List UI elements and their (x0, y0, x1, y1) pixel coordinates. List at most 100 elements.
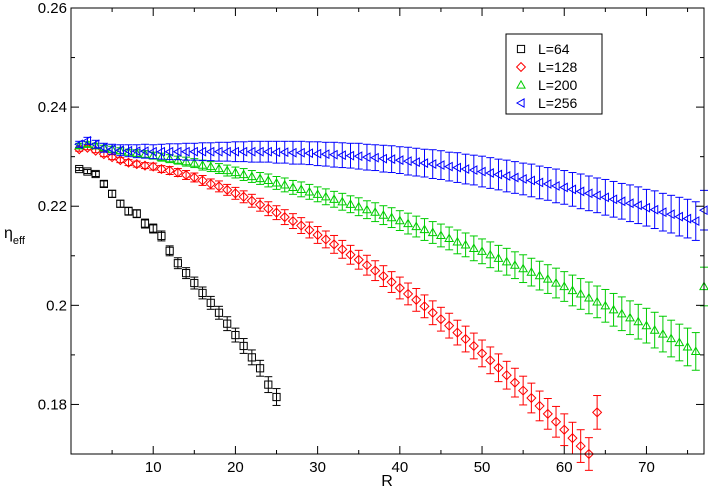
data-point (238, 146, 248, 157)
data-point (213, 146, 223, 157)
legend-label: L=200 (538, 77, 578, 93)
data-point (345, 199, 356, 208)
data-point (476, 166, 486, 177)
data-point (272, 392, 281, 402)
data-point (320, 191, 331, 201)
data-point (180, 146, 190, 157)
data-point (682, 213, 692, 224)
data-point (394, 282, 405, 294)
data-point (213, 181, 225, 192)
data-point (583, 188, 593, 199)
data-point (674, 337, 685, 347)
data-point (246, 146, 256, 157)
data-point (501, 256, 512, 266)
data-point (608, 304, 619, 314)
data-point (542, 273, 553, 283)
data-point (567, 433, 578, 444)
x-tick-label: 60 (556, 459, 573, 476)
data-point (83, 167, 92, 176)
data-point (279, 147, 289, 158)
data-point (575, 440, 586, 452)
y-axis-label: ηeff (4, 225, 26, 247)
data-point (98, 149, 109, 160)
data-point (222, 184, 233, 195)
data-point (460, 164, 470, 175)
data-point (337, 244, 348, 255)
data-point (649, 204, 659, 215)
data-point (254, 146, 264, 157)
data-point (214, 308, 224, 317)
data-point (476, 348, 488, 359)
data-point (468, 340, 479, 352)
data-point (666, 209, 675, 220)
data-point (328, 239, 340, 250)
data-point (394, 215, 405, 225)
data-point (534, 270, 545, 280)
data-point (608, 194, 618, 205)
data-point (411, 294, 422, 305)
data-point (559, 281, 570, 291)
data-point (518, 385, 529, 396)
x-axis-label: R (381, 473, 393, 490)
data-point (190, 278, 199, 288)
data-point (353, 201, 364, 211)
data-point (115, 145, 124, 156)
data-point (402, 288, 414, 300)
data-point (197, 159, 208, 169)
data-point (641, 320, 652, 330)
data-point (287, 147, 297, 158)
data-point (75, 164, 84, 174)
data-point (222, 146, 231, 157)
data-point (263, 146, 272, 157)
data-point (427, 159, 437, 170)
data-point (378, 210, 389, 219)
data-point (337, 196, 348, 206)
y-tick-label: 0.26 (38, 0, 67, 17)
data-point (526, 267, 537, 276)
data-point (378, 270, 389, 282)
legend-label: L=256 (538, 95, 578, 111)
data-point (99, 179, 108, 189)
data-point (139, 146, 149, 157)
data-point (370, 265, 381, 276)
data-point (493, 169, 503, 180)
axes: 10 20 30 40 50 60 70 0.18 0.2 0.22 0.24 0.26 (38, 0, 704, 476)
data-point (625, 312, 635, 322)
data-point (296, 220, 307, 231)
data-point (296, 184, 307, 193)
data-point (189, 146, 198, 157)
data-point (271, 177, 282, 187)
data-point (239, 341, 248, 351)
data-point (600, 300, 611, 310)
data-point (312, 148, 322, 159)
data-point (255, 364, 265, 373)
data-point (583, 292, 594, 302)
data-point (403, 218, 414, 228)
legend-label: L=128 (538, 59, 578, 75)
data-point (419, 158, 429, 169)
data-point (123, 145, 133, 156)
data-point (189, 157, 200, 167)
data-point (181, 269, 191, 278)
data-point (164, 165, 175, 176)
data-point (518, 263, 529, 273)
data-point (181, 156, 192, 166)
data-point (633, 316, 644, 326)
data-point (263, 203, 274, 214)
data-point (435, 160, 445, 171)
y-tick-label: 0.22 (38, 198, 67, 215)
data-point (485, 168, 494, 178)
data-point (353, 254, 364, 265)
data-point (534, 177, 544, 188)
data-point (271, 147, 281, 158)
data-point (312, 229, 323, 241)
data-point (370, 207, 381, 216)
data-point (674, 211, 683, 222)
data-point (542, 408, 553, 419)
data-point (328, 149, 338, 160)
data-point (386, 276, 397, 288)
data-point (108, 189, 117, 198)
data-point (74, 139, 83, 150)
data-point (172, 146, 182, 157)
y-tick-label: 0.18 (38, 396, 67, 413)
